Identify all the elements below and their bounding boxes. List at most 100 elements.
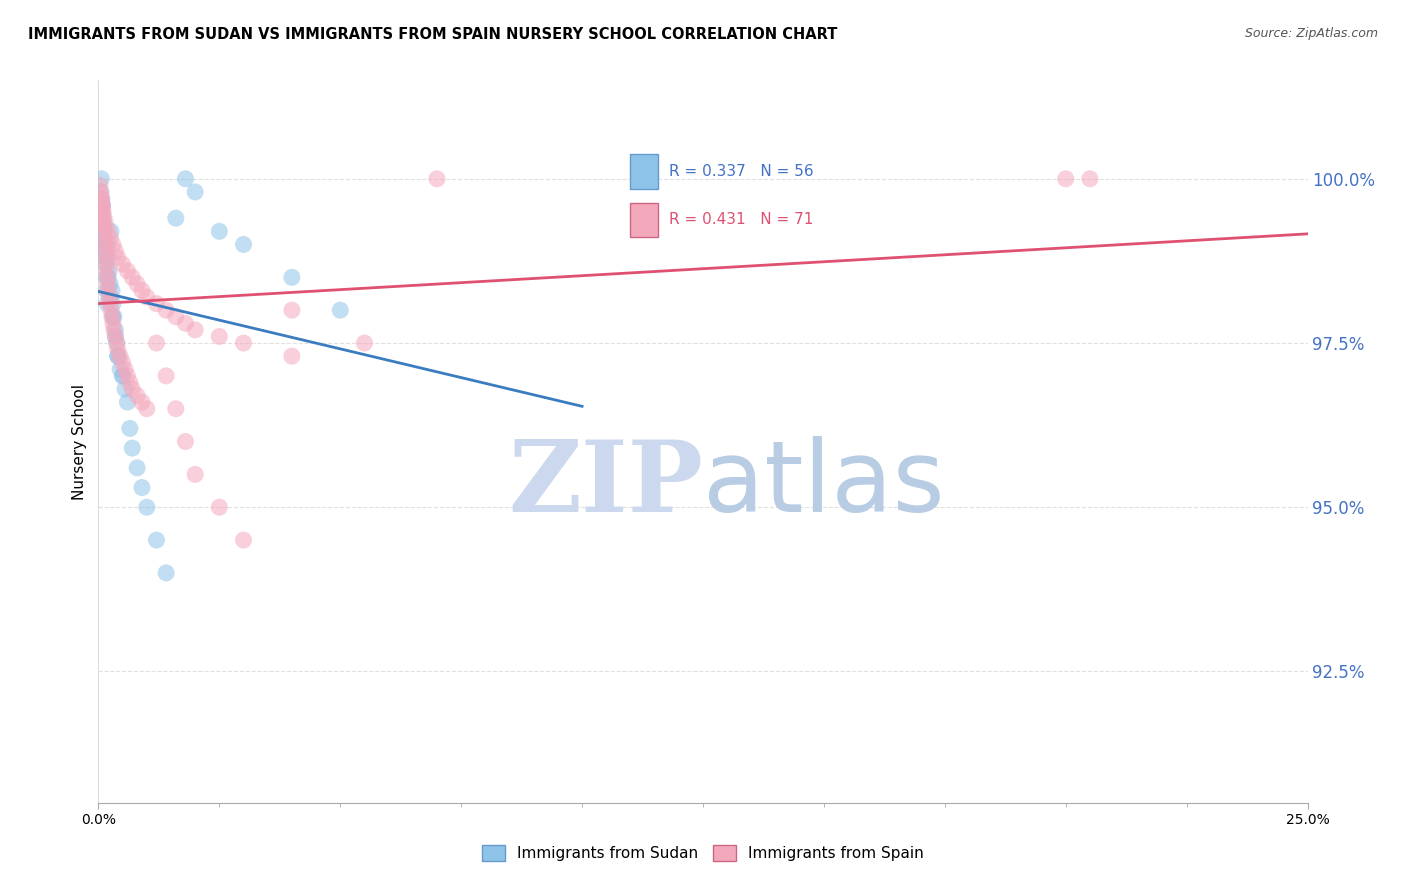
Point bbox=[329, 303, 352, 318]
Point bbox=[105, 336, 128, 351]
FancyBboxPatch shape bbox=[630, 202, 658, 237]
Point bbox=[97, 251, 120, 265]
Point bbox=[100, 231, 122, 245]
Point bbox=[100, 224, 122, 238]
Point bbox=[232, 533, 254, 547]
Point bbox=[155, 566, 177, 580]
Point bbox=[103, 310, 125, 324]
Point bbox=[90, 192, 112, 206]
Point bbox=[135, 500, 157, 515]
Point bbox=[1054, 171, 1077, 186]
Point bbox=[96, 270, 118, 285]
Point bbox=[96, 296, 118, 310]
Point bbox=[145, 296, 167, 310]
Point bbox=[89, 178, 111, 193]
Point bbox=[93, 237, 115, 252]
Point bbox=[145, 336, 167, 351]
Point bbox=[426, 171, 449, 186]
Point bbox=[93, 224, 115, 238]
Point bbox=[97, 270, 120, 285]
Point bbox=[1078, 171, 1101, 186]
Point bbox=[114, 382, 136, 396]
Point bbox=[104, 244, 127, 258]
Point bbox=[89, 218, 111, 232]
Point bbox=[353, 336, 375, 351]
Point bbox=[98, 290, 121, 304]
Point bbox=[107, 251, 129, 265]
Point bbox=[111, 368, 134, 383]
Point bbox=[101, 237, 124, 252]
Point bbox=[91, 211, 114, 226]
Point bbox=[90, 185, 112, 199]
Point bbox=[118, 421, 141, 435]
Point bbox=[91, 204, 114, 219]
Point bbox=[90, 192, 112, 206]
Point bbox=[91, 198, 114, 212]
Point bbox=[281, 303, 304, 318]
Point bbox=[94, 257, 117, 271]
Point bbox=[165, 211, 187, 226]
Point bbox=[93, 237, 115, 252]
Point bbox=[93, 224, 115, 238]
Point bbox=[90, 185, 112, 199]
Point bbox=[97, 237, 120, 252]
Point bbox=[101, 296, 124, 310]
Point bbox=[208, 224, 231, 238]
Point bbox=[91, 224, 114, 238]
Point bbox=[91, 218, 114, 232]
Point bbox=[94, 244, 117, 258]
Point bbox=[131, 284, 153, 298]
Point bbox=[96, 270, 118, 285]
Text: atlas: atlas bbox=[703, 436, 945, 533]
Point bbox=[127, 388, 149, 402]
Point bbox=[107, 349, 129, 363]
Legend: Immigrants from Sudan, Immigrants from Spain: Immigrants from Sudan, Immigrants from S… bbox=[475, 839, 931, 867]
Text: R = 0.337   N = 56: R = 0.337 N = 56 bbox=[669, 164, 814, 179]
Point bbox=[155, 303, 177, 318]
Point bbox=[121, 382, 143, 396]
Point bbox=[98, 277, 121, 291]
Point bbox=[104, 329, 127, 343]
Point bbox=[131, 481, 153, 495]
Point bbox=[94, 218, 117, 232]
Point bbox=[98, 296, 121, 310]
Text: IMMIGRANTS FROM SUDAN VS IMMIGRANTS FROM SPAIN NURSERY SCHOOL CORRELATION CHART: IMMIGRANTS FROM SUDAN VS IMMIGRANTS FROM… bbox=[28, 27, 838, 42]
Point bbox=[111, 368, 134, 383]
Point bbox=[232, 237, 254, 252]
Point bbox=[90, 204, 112, 219]
Point bbox=[114, 362, 136, 376]
Point bbox=[94, 251, 117, 265]
Point bbox=[184, 467, 207, 482]
Point bbox=[90, 192, 112, 206]
Point bbox=[105, 336, 128, 351]
Point bbox=[121, 441, 143, 455]
Point bbox=[111, 257, 134, 271]
Point bbox=[111, 356, 134, 370]
Point bbox=[145, 533, 167, 547]
Text: ZIP: ZIP bbox=[508, 436, 703, 533]
Point bbox=[90, 198, 112, 212]
Point bbox=[184, 323, 207, 337]
Point bbox=[90, 171, 112, 186]
Point bbox=[281, 270, 304, 285]
Point bbox=[208, 329, 231, 343]
Point bbox=[91, 198, 114, 212]
Point bbox=[93, 237, 115, 252]
Point bbox=[91, 198, 114, 212]
Point bbox=[174, 434, 197, 449]
Point bbox=[97, 277, 120, 291]
Point bbox=[101, 316, 124, 330]
Point bbox=[165, 401, 187, 416]
Point bbox=[98, 264, 121, 278]
Point bbox=[127, 277, 149, 291]
Point bbox=[107, 343, 129, 357]
Point bbox=[89, 204, 111, 219]
Point bbox=[117, 264, 139, 278]
FancyBboxPatch shape bbox=[630, 154, 658, 189]
Point bbox=[91, 211, 114, 226]
Point bbox=[100, 290, 122, 304]
Point bbox=[96, 264, 118, 278]
Point bbox=[108, 349, 131, 363]
Point bbox=[97, 284, 120, 298]
Point bbox=[208, 500, 231, 515]
